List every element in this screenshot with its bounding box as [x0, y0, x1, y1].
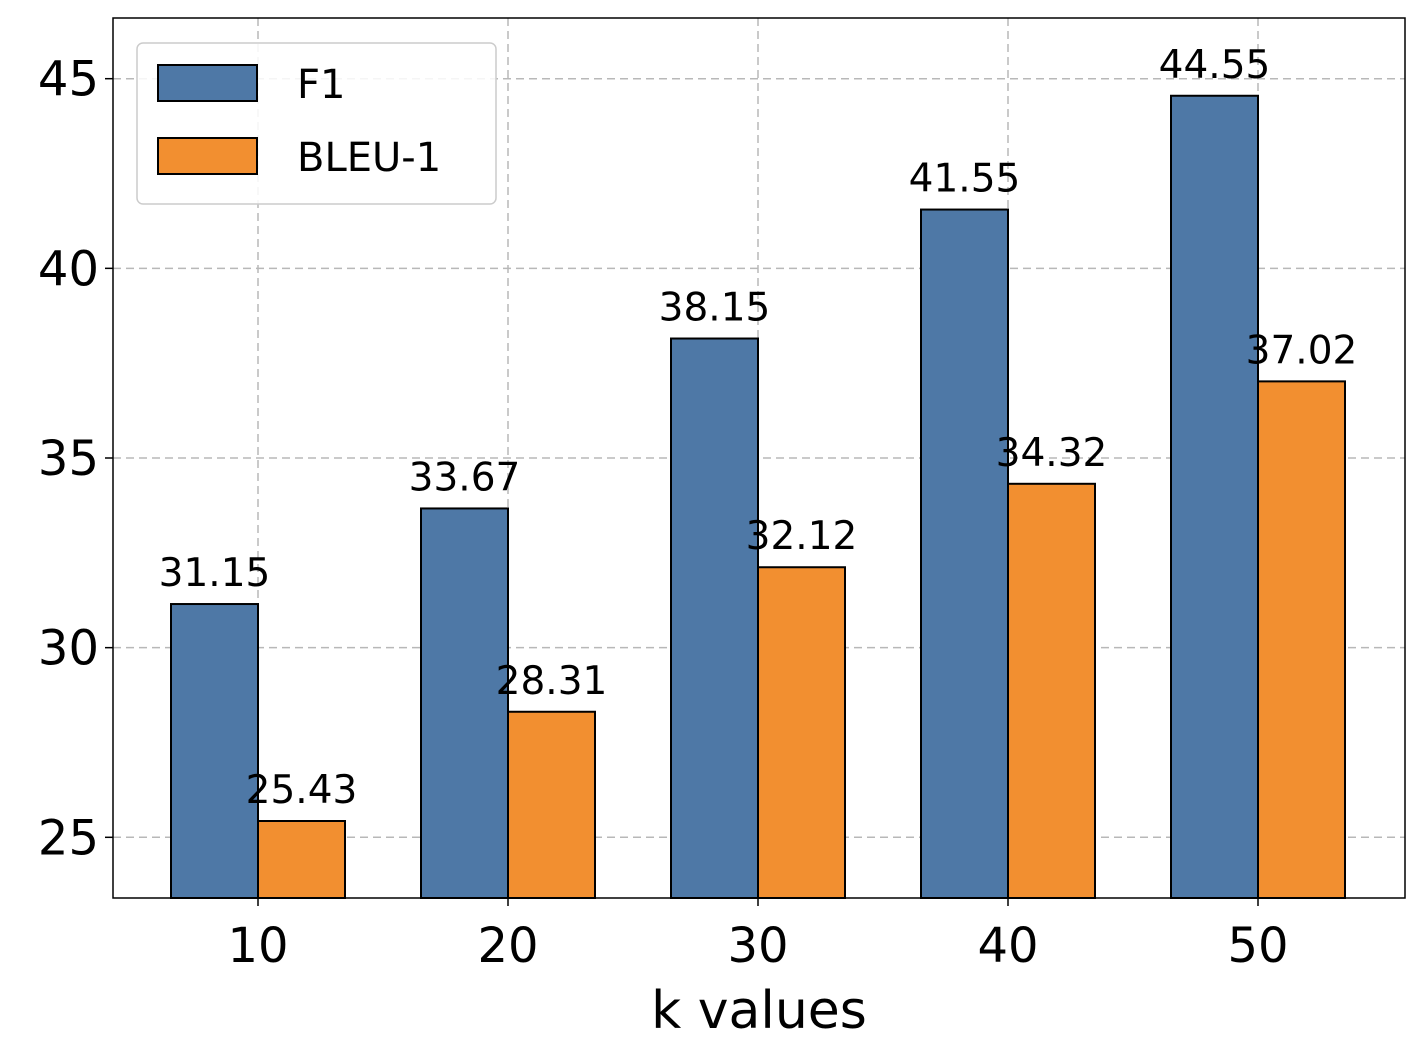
legend: F1 BLEU-1: [136, 42, 497, 205]
data-label: 41.55: [909, 157, 1021, 202]
x-tick-label: 50: [1227, 918, 1288, 974]
data-label: 34.32: [996, 431, 1108, 476]
bar-f1-10: [170, 603, 259, 899]
legend-swatch: [157, 64, 258, 102]
x-axis-title: k values: [651, 981, 867, 1041]
data-label: 33.67: [409, 455, 521, 500]
data-label: 44.55: [1159, 43, 1271, 88]
y-tick-label: 40: [38, 241, 99, 297]
y-tick-label: 35: [38, 431, 99, 487]
bars: [170, 94, 1346, 900]
bar-f1-40: [920, 208, 1009, 900]
data-label: 31.15: [159, 551, 271, 596]
bar-f1-50: [1170, 94, 1259, 900]
x-tick-label: 30: [727, 918, 788, 974]
bar-bleu-1-30: [757, 566, 846, 899]
legend-label: BLEU-1: [297, 135, 441, 181]
y-axis-ticks: 25 30 35 40 45: [38, 52, 113, 866]
legend-label: F1: [297, 62, 345, 108]
x-tick-label: 20: [477, 918, 538, 974]
y-tick-label: 45: [38, 52, 99, 108]
x-tick-label: 40: [977, 918, 1038, 974]
bar-bleu-1-50: [1257, 380, 1346, 899]
legend-swatch: [157, 137, 258, 175]
y-tick-label: 30: [38, 621, 99, 677]
data-label: 38.15: [659, 286, 771, 331]
bar-bleu-1-40: [1007, 482, 1096, 899]
bar-bleu-1-10: [257, 820, 346, 899]
data-label: 37.02: [1246, 328, 1358, 373]
data-label: 28.31: [496, 659, 608, 704]
y-tick-label: 25: [38, 810, 99, 866]
x-axis-ticks: 10 20 30 40 50: [227, 898, 1289, 974]
data-labels: 31.15 33.67 38.15 41.55 44.55 25.43 28.31 32.12…: [159, 43, 1358, 813]
bar-f1-30: [670, 337, 759, 900]
data-label: 25.43: [246, 768, 358, 813]
x-tick-label: 10: [227, 918, 288, 974]
data-label: 32.12: [746, 514, 858, 559]
bar-bleu-1-20: [507, 710, 596, 899]
